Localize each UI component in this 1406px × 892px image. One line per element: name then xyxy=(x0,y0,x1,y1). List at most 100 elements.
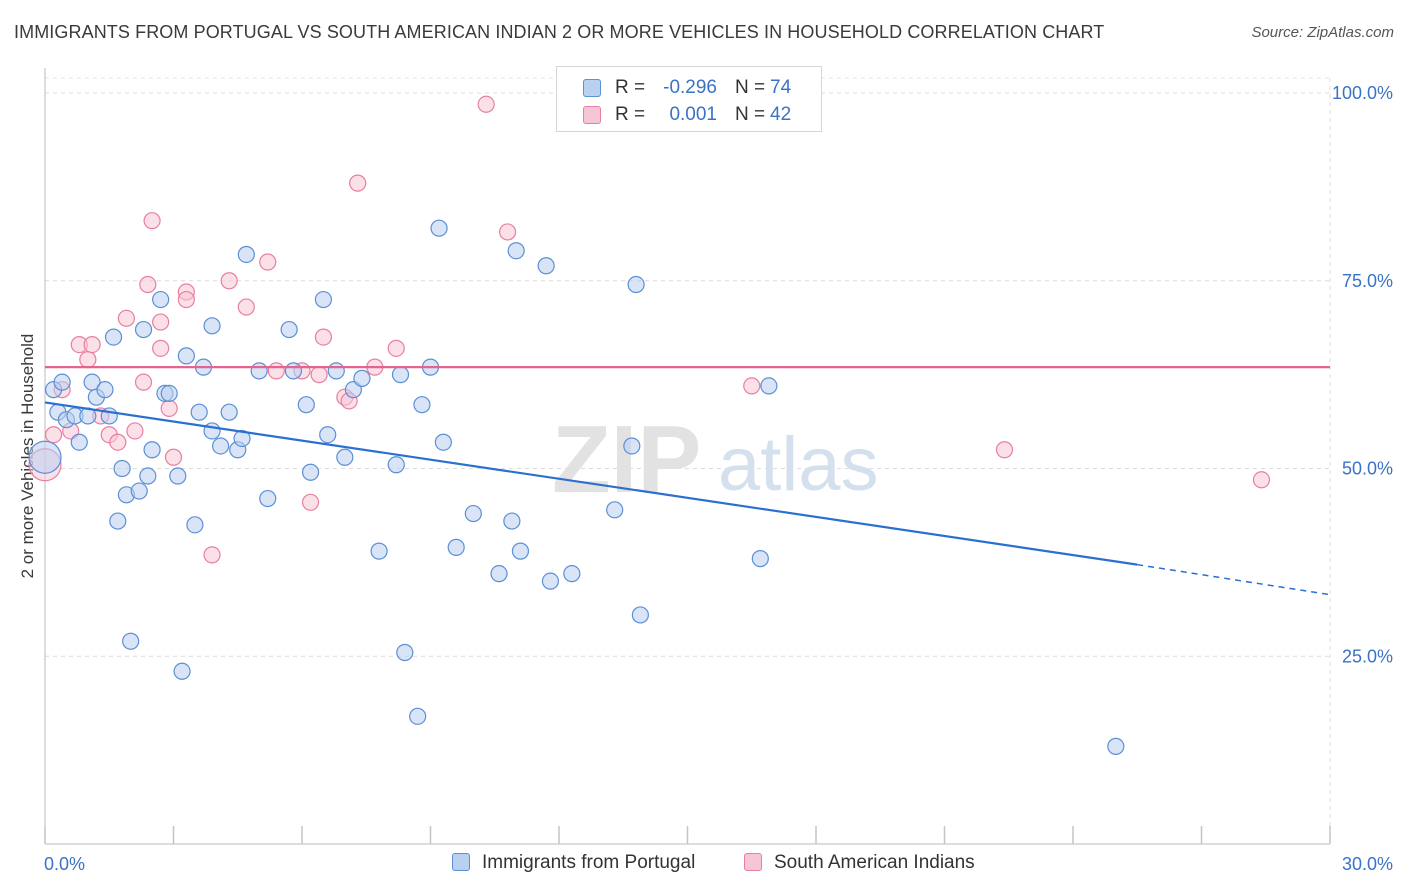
watermark-atlas: atlas xyxy=(718,422,879,507)
sai-point xyxy=(349,174,367,192)
r-value: -0.296 xyxy=(663,77,717,98)
portugal-point xyxy=(284,362,303,380)
portugal-point xyxy=(391,366,410,384)
portugal-point xyxy=(606,501,624,519)
sai-point xyxy=(267,362,285,380)
portugal-point xyxy=(297,396,315,414)
portugal-point xyxy=(370,542,388,560)
portugal-point xyxy=(160,384,178,403)
legend-row-portugal: R = -0.296 N = 74 xyxy=(557,75,821,101)
sai-point xyxy=(160,399,178,418)
portugal-point xyxy=(537,257,555,275)
n-label: N = xyxy=(735,104,766,125)
portugal-swatch xyxy=(583,79,601,97)
sai-point xyxy=(164,448,183,466)
y-tick-label: 25.0% xyxy=(1342,646,1393,666)
r-label: R = xyxy=(615,77,646,98)
sai-point xyxy=(220,272,238,290)
y-tick-label: 75.0% xyxy=(1342,271,1393,291)
sai-point xyxy=(117,309,135,327)
sai-point xyxy=(314,328,333,346)
portugal-point xyxy=(237,245,255,264)
legend-row-sai: R = 0.001 N = 42 xyxy=(557,102,821,128)
portugal-point xyxy=(177,347,195,365)
portugal-point xyxy=(387,456,405,474)
sai-point xyxy=(126,422,144,440)
sai-point xyxy=(995,441,1014,459)
sai-point xyxy=(134,373,153,391)
portugal-point xyxy=(134,320,153,339)
portugal-point xyxy=(353,369,371,387)
y-tick-labels: 25.0% 50.0% 75.0% 100.0% xyxy=(1332,83,1393,666)
portugal-point xyxy=(1107,737,1125,755)
sai-point xyxy=(177,290,195,309)
portugal-point xyxy=(511,542,530,560)
portugal-trend-line xyxy=(44,401,1138,566)
portugal-point xyxy=(490,565,508,583)
portugal-point xyxy=(250,362,268,380)
portugal-point xyxy=(186,516,204,534)
sai-point xyxy=(387,339,405,357)
r-value: 0.001 xyxy=(669,104,717,125)
sai-point xyxy=(139,275,157,294)
sai-point xyxy=(152,313,170,331)
sai-point xyxy=(301,493,320,511)
series-legend: Immigrants from Portugal South American … xyxy=(0,850,1406,880)
portugal-point xyxy=(220,403,238,421)
trend-lines xyxy=(44,366,1331,596)
legend-label-sai: South American Indians xyxy=(774,852,975,873)
portugal-point xyxy=(130,482,148,500)
portugal-point xyxy=(28,440,62,474)
sai-point xyxy=(259,253,277,271)
portugal-point xyxy=(122,632,140,650)
portugal-point xyxy=(434,433,452,451)
portugal-point xyxy=(109,512,127,530)
sai-point xyxy=(237,298,255,316)
portugal-point xyxy=(259,489,277,508)
portugal-point xyxy=(70,433,88,451)
r-label: R = xyxy=(615,104,646,125)
n-value: 42 xyxy=(770,104,792,125)
portugal-point xyxy=(409,707,427,725)
sai-swatch xyxy=(583,106,601,124)
chart-title: IMMIGRANTS FROM PORTUGAL VS SOUTH AMERIC… xyxy=(14,22,1105,42)
portugal-legend-swatch xyxy=(452,853,470,871)
portugal-point xyxy=(190,403,208,421)
watermark: ZIP atlas xyxy=(552,406,879,513)
n-label: N = xyxy=(735,77,766,98)
portugal-point xyxy=(760,377,778,395)
n-value: 74 xyxy=(770,77,792,98)
sai-point xyxy=(499,223,517,241)
portugal-point xyxy=(507,242,525,260)
legend-item-portugal[interactable]: Immigrants from Portugal xyxy=(452,852,695,874)
portugal-trend-extension xyxy=(1137,563,1331,596)
portugal-point xyxy=(139,467,157,485)
portugal-point xyxy=(152,290,170,309)
portugal-point xyxy=(212,437,230,455)
legend-label-portugal: Immigrants from Portugal xyxy=(482,852,696,873)
x-tick-labels: 0.0% 30.0% xyxy=(44,854,1393,874)
portugal-point xyxy=(541,572,560,590)
portugal-point xyxy=(104,328,123,346)
portugal-point xyxy=(203,317,221,335)
y-tick-label: 100.0% xyxy=(1332,83,1393,103)
sai-point xyxy=(1252,471,1271,489)
sai-point xyxy=(477,95,495,113)
portugal-point xyxy=(430,219,448,237)
sai-point xyxy=(79,351,97,369)
sai-point xyxy=(203,546,221,564)
y-tick-label: 50.0% xyxy=(1342,459,1393,479)
portugal-point xyxy=(631,606,649,624)
legend-item-sai[interactable]: South American Indians xyxy=(744,852,975,874)
portugal-point xyxy=(169,467,187,485)
portugal-point xyxy=(627,275,645,294)
sai-point xyxy=(44,426,63,444)
portugal-point xyxy=(336,448,354,466)
portugal-point xyxy=(280,320,298,339)
portugal-point xyxy=(301,463,320,481)
portugal-point xyxy=(327,362,345,380)
portugal-point xyxy=(53,373,71,391)
portugal-point xyxy=(447,538,465,556)
portugal-point xyxy=(233,429,251,448)
